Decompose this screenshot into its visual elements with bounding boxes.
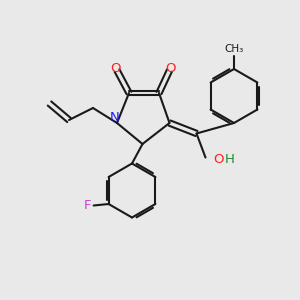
Text: O: O — [110, 62, 121, 76]
Text: N: N — [110, 111, 119, 124]
Text: CH₃: CH₃ — [224, 44, 244, 54]
Text: H: H — [225, 153, 235, 167]
Text: O: O — [166, 62, 176, 76]
Text: O: O — [213, 153, 224, 167]
Text: F: F — [83, 199, 91, 212]
